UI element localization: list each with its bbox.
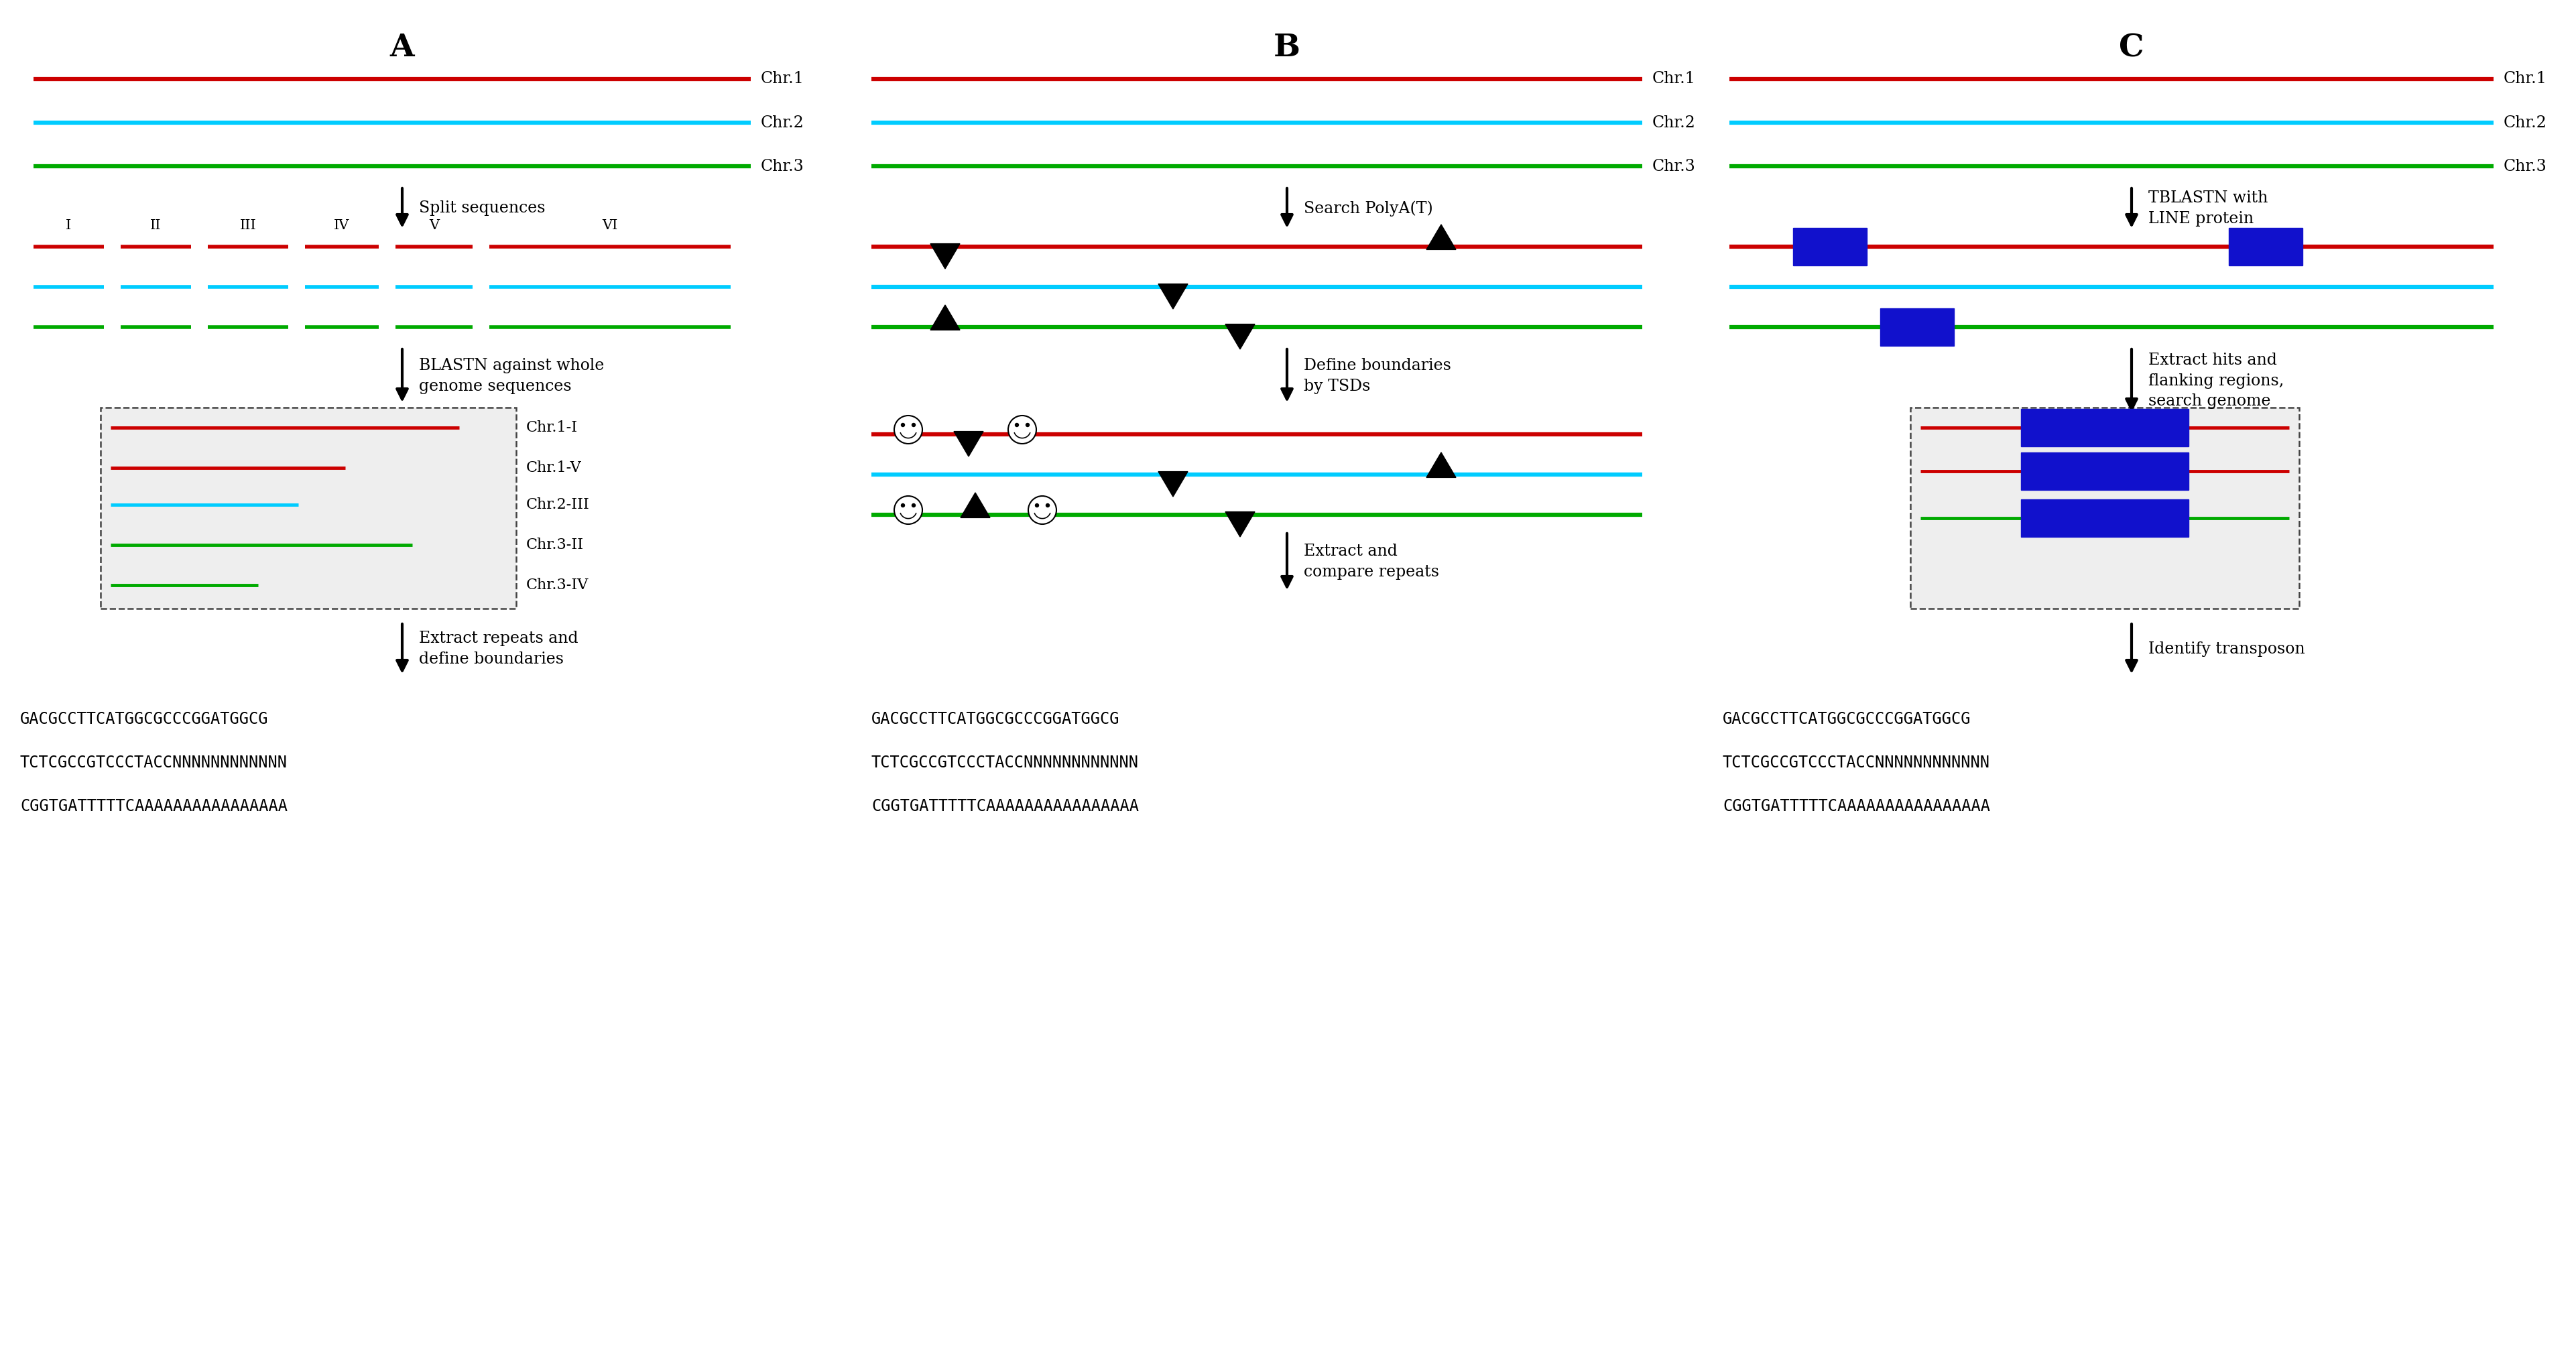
Text: Search PolyA(T): Search PolyA(T) — [1303, 201, 1432, 216]
Text: Define boundaries
by TSDs: Define boundaries by TSDs — [1303, 358, 1450, 393]
Circle shape — [1015, 423, 1018, 426]
Circle shape — [1028, 496, 1056, 525]
Polygon shape — [953, 432, 984, 456]
Circle shape — [912, 504, 914, 507]
Bar — [2228, 228, 2303, 265]
Text: Chr.3-II: Chr.3-II — [526, 538, 585, 552]
Bar — [1911, 407, 2300, 609]
Circle shape — [894, 496, 922, 525]
Text: TCTCGCCGTCCCTACCNNNNNNNNNNNN: TCTCGCCGTCCCTACCNNNNNNNNNNNN — [1723, 755, 1991, 770]
Text: B: B — [1273, 33, 1301, 63]
Text: Identify transposon: Identify transposon — [2148, 641, 2306, 657]
Text: I: I — [67, 219, 72, 232]
Circle shape — [902, 423, 904, 426]
Text: Chr.2-III: Chr.2-III — [526, 497, 590, 512]
Polygon shape — [1427, 452, 1455, 478]
Polygon shape — [961, 493, 989, 518]
Text: Split sequences: Split sequences — [420, 201, 546, 216]
Polygon shape — [1226, 512, 1255, 537]
Circle shape — [1007, 415, 1036, 444]
Bar — [2022, 452, 2190, 489]
Text: TBLASTN with
LINE protein: TBLASTN with LINE protein — [2148, 191, 2267, 227]
Text: II: II — [149, 219, 162, 232]
Text: Chr.1: Chr.1 — [760, 71, 804, 87]
Text: Chr.2: Chr.2 — [1651, 115, 1695, 130]
Text: III: III — [240, 219, 255, 232]
Bar — [2022, 410, 2190, 447]
Text: Chr.3: Chr.3 — [1651, 158, 1695, 173]
Bar — [1793, 228, 1868, 265]
Text: CGGTGATTTTTCAAAAAAAAAAAAAAAA: CGGTGATTTTTCAAAAAAAAAAAAAAAA — [1723, 798, 1991, 814]
Text: Chr.1-V: Chr.1-V — [526, 460, 582, 475]
Circle shape — [912, 423, 914, 426]
Text: Extract hits and
flanking regions,
search genome: Extract hits and flanking regions, searc… — [2148, 352, 2285, 408]
Text: CGGTGATTTTTCAAAAAAAAAAAAAAAA: CGGTGATTTTTCAAAAAAAAAAAAAAAA — [21, 798, 289, 814]
Polygon shape — [1159, 471, 1188, 497]
Text: TCTCGCCGTCCCTACCNNNNNNNNNNNN: TCTCGCCGTCCCTACCNNNNNNNNNNNN — [871, 755, 1139, 770]
Text: GACGCCTTCATGGCGCCCGGATGGCG: GACGCCTTCATGGCGCCCGGATGGCG — [871, 712, 1121, 727]
Text: Chr.3: Chr.3 — [760, 158, 804, 173]
Circle shape — [1025, 423, 1030, 426]
Bar — [1880, 309, 1955, 346]
Bar — [100, 407, 515, 609]
Text: Extract repeats and
define boundaries: Extract repeats and define boundaries — [420, 631, 577, 667]
Bar — [2022, 500, 2190, 537]
Text: Chr.2: Chr.2 — [2504, 115, 2548, 130]
Circle shape — [902, 504, 904, 507]
Polygon shape — [930, 305, 961, 331]
Text: GACGCCTTCATGGCGCCCGGATGGCG: GACGCCTTCATGGCGCCCGGATGGCG — [1723, 712, 1971, 727]
Text: VI: VI — [603, 219, 618, 232]
Text: V: V — [430, 219, 438, 232]
Text: BLASTN against whole
genome sequences: BLASTN against whole genome sequences — [420, 358, 605, 393]
Circle shape — [894, 415, 922, 444]
Text: TCTCGCCGTCCCTACCNNNNNNNNNNNN: TCTCGCCGTCCCTACCNNNNNNNNNNNN — [21, 755, 289, 770]
Circle shape — [1036, 504, 1038, 507]
Polygon shape — [1427, 224, 1455, 250]
Text: Chr.1: Chr.1 — [2504, 71, 2548, 87]
Circle shape — [1046, 504, 1048, 507]
Text: GACGCCTTCATGGCGCCCGGATGGCG: GACGCCTTCATGGCGCCCGGATGGCG — [21, 712, 268, 727]
Polygon shape — [1159, 284, 1188, 309]
Text: Chr.3-IV: Chr.3-IV — [526, 578, 590, 593]
Text: Chr.1: Chr.1 — [1651, 71, 1695, 87]
Text: Chr.1-I: Chr.1-I — [526, 421, 577, 434]
Text: Chr.3: Chr.3 — [2504, 158, 2548, 173]
Text: Chr.2: Chr.2 — [760, 115, 804, 130]
Text: CGGTGATTTTTCAAAAAAAAAAAAAAAA: CGGTGATTTTTCAAAAAAAAAAAAAAAA — [871, 798, 1139, 814]
Text: IV: IV — [335, 219, 350, 232]
Text: Extract and
compare repeats: Extract and compare repeats — [1303, 544, 1440, 579]
Polygon shape — [930, 243, 961, 269]
Text: C: C — [2120, 33, 2143, 63]
Polygon shape — [1226, 324, 1255, 350]
Text: A: A — [389, 33, 415, 63]
